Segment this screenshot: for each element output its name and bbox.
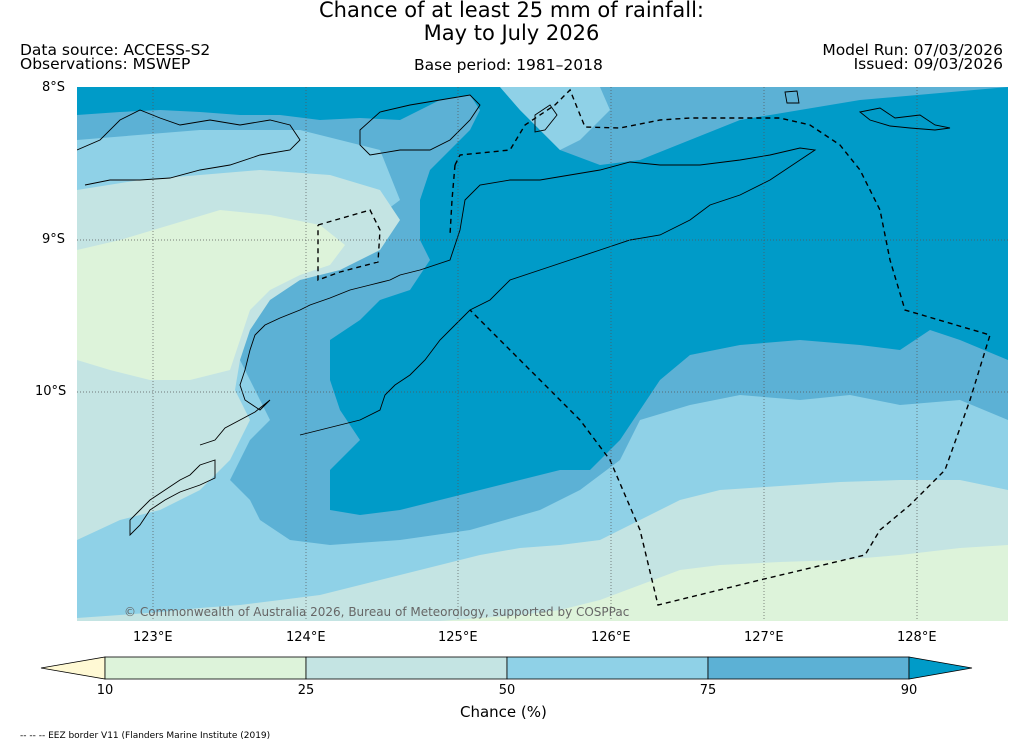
small-island (784, 90, 800, 104)
colorbar-50-75 (506, 656, 709, 680)
colorbar-tick-75: 75 (699, 683, 717, 698)
issued-date: Issued: 09/03/2026 (853, 55, 1003, 73)
kisar-island (534, 104, 558, 133)
colorbar-label: Chance (%) (460, 703, 547, 721)
band-10-25-west (77, 210, 345, 380)
timor-coastline (199, 147, 817, 446)
gridlines (77, 87, 1008, 621)
band-75-90-north (500, 87, 610, 150)
chart-title-line1: Chance of at least 25 mm of rainfall: (318, 0, 704, 22)
colorbar-below-10 (40, 656, 106, 680)
eez-border-north (454, 88, 991, 606)
colorbar (40, 656, 973, 680)
lon-label-127e: 127°E (744, 630, 784, 645)
lon-label-124e: 124°E (286, 630, 326, 645)
colorbar-above-90 (908, 656, 973, 680)
lon-label-125e: 125°E (438, 630, 478, 645)
eez-border-oecussi (317, 209, 381, 281)
eez-border-west (449, 164, 456, 236)
colorbar-tick-50: 50 (498, 683, 516, 698)
lon-label-126e: 126°E (591, 630, 631, 645)
model-run: Model Run: 07/03/2026 (822, 41, 1003, 59)
band-10-25-southeast (440, 545, 1008, 621)
colorbar-tick-25: 25 (297, 683, 315, 698)
colorbar-75-90 (707, 656, 910, 680)
eez-footnote: -- -- -- EEZ border V11 (Flanders Marine… (20, 731, 271, 741)
coastlines (77, 90, 951, 537)
lon-label-123e: 123°E (133, 630, 173, 645)
lat-label-9s: 9°S (42, 232, 66, 247)
band-above-90 (77, 87, 1008, 515)
observations: Observations: MSWEP (20, 55, 191, 73)
base-period: Base period: 1981–2018 (414, 56, 603, 74)
wetar-coast (359, 94, 481, 156)
leti-islands (858, 107, 951, 131)
colorbar-25-50 (305, 656, 508, 680)
eez-borders (317, 88, 991, 606)
data-source: Data source: ACCESS-S2 (20, 41, 211, 59)
lon-label-128e: 128°E (897, 630, 937, 645)
chart-title-line2: May to July 2026 (423, 21, 600, 45)
colorbar-tick-90: 90 (900, 683, 918, 698)
lat-label-10s: 10°S (35, 384, 67, 399)
colorbar-tick-10: 10 (96, 683, 114, 698)
rote-island (129, 459, 216, 537)
colorbar-10-25 (104, 656, 307, 680)
rainfall-probability-map (77, 87, 1008, 621)
alor-coast (77, 109, 301, 186)
lat-label-8s: 8°S (42, 80, 66, 95)
copyright-notice: © Commonwealth of Australia 2026, Bureau… (124, 605, 630, 619)
timor-south-coast (299, 324, 456, 436)
